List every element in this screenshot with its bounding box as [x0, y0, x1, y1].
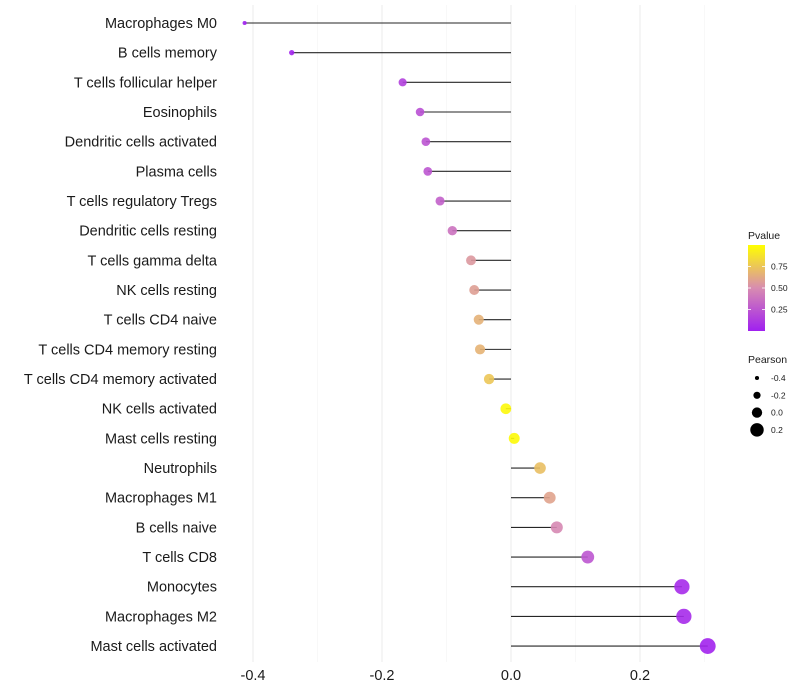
point [581, 550, 595, 564]
y-axis-label: Dendritic cells activated [65, 135, 217, 151]
y-axis-label: T cells CD4 memory resting [38, 342, 217, 358]
y-axis-label: T cells CD8 [142, 550, 217, 566]
point [543, 491, 556, 504]
gridlines [252, 5, 705, 662]
y-axis-label: Plasma cells [136, 164, 217, 180]
point [473, 314, 484, 325]
point [435, 196, 445, 206]
size-key-label: 0.2 [771, 425, 783, 435]
y-axis-label: Dendritic cells resting [79, 224, 217, 240]
point [500, 403, 512, 415]
point [242, 20, 247, 26]
pvalue-colorbar [748, 245, 765, 331]
y-axis-label: Neutrophils [144, 461, 217, 477]
size-key-dot [750, 423, 764, 437]
pearson-size-keys: -0.4 -0.2 0.0 0.2 [750, 373, 786, 437]
y-axis-label: Mast cells resting [105, 431, 217, 447]
size-key-label: -0.2 [771, 390, 786, 400]
size-key-label: 0.0 [771, 408, 783, 418]
size-key-dot [753, 391, 761, 399]
size-key-dot [751, 407, 763, 418]
y-axis-label: Macrophages M2 [105, 609, 217, 625]
y-axis-label: Mast cells activated [90, 639, 217, 655]
colorbar-tick-label: 0.75 [771, 262, 788, 272]
stems [244, 22, 708, 647]
legend-pvalue-title: Pvalue [748, 230, 780, 242]
point [674, 579, 690, 595]
y-axis-labels: Macrophages M0 B cells memory T cells foll… [24, 16, 218, 655]
y-axis-label: NK cells activated [102, 402, 217, 418]
colorbar-tick-label: 0.50 [771, 283, 788, 293]
point [415, 107, 425, 117]
size-key-dot [754, 375, 760, 381]
legend-pearson-title: Pearson [748, 354, 787, 366]
y-axis-label: B cells memory [118, 46, 218, 62]
colorbar-tick-label: 0.25 [771, 305, 788, 315]
point [289, 50, 295, 56]
point [550, 521, 563, 534]
point [466, 255, 476, 266]
x-axis-tick-label: 0.0 [501, 668, 521, 684]
point [447, 225, 458, 236]
point [474, 344, 486, 355]
legend: Pvalue 0.25 0.50 0.75 Pearson -0.4 -0.2 0.0 0… [748, 230, 788, 437]
y-axis-label: Monocytes [147, 580, 217, 596]
y-axis-label: T cells CD4 memory activated [24, 372, 217, 388]
point [676, 608, 692, 625]
x-axis-ticks: -0.4 -0.2 0.0 0.2 [241, 668, 651, 684]
y-axis-label: B cells naive [136, 520, 217, 536]
point [398, 78, 407, 87]
point [699, 638, 716, 655]
y-axis-label: T cells CD4 naive [104, 313, 217, 329]
y-axis-label: Macrophages M1 [105, 491, 217, 507]
x-axis-tick-label: -0.4 [241, 668, 266, 684]
point [469, 285, 480, 296]
point [421, 137, 431, 147]
point [423, 166, 433, 176]
y-axis-label: Eosinophils [143, 105, 217, 121]
y-axis-label: T cells gamma delta [88, 253, 218, 269]
point [508, 432, 520, 444]
point [534, 462, 546, 474]
x-axis-tick-label: -0.2 [370, 668, 395, 684]
y-axis-label: Macrophages M0 [105, 16, 217, 32]
x-axis-tick-label: 0.2 [630, 668, 650, 684]
size-key-label: -0.4 [771, 373, 786, 383]
y-axis-label: T cells follicular helper [74, 75, 217, 91]
y-axis-label: T cells regulatory Tregs [67, 194, 217, 210]
y-axis-label: NK cells resting [116, 283, 217, 299]
pvalue-colorbar-ticks: 0.25 0.50 0.75 [748, 262, 788, 315]
points [242, 20, 716, 655]
point [483, 373, 495, 385]
